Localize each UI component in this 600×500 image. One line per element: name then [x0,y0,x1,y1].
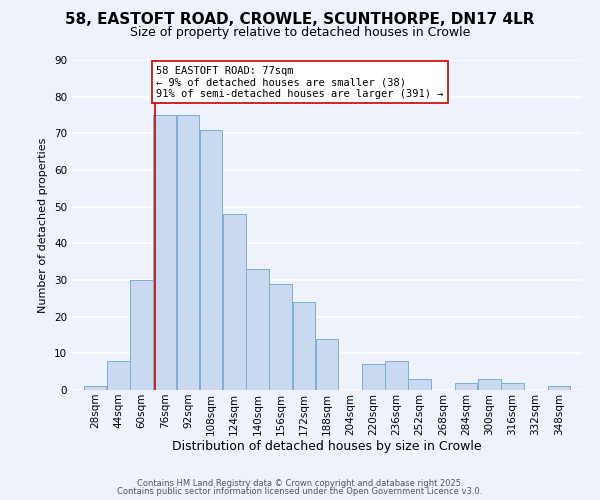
Bar [200,130,223,390]
Bar [316,338,338,390]
Bar [154,115,176,390]
Bar [501,382,524,390]
Bar [409,379,431,390]
Bar [478,379,500,390]
Text: Contains HM Land Registry data © Crown copyright and database right 2025.: Contains HM Land Registry data © Crown c… [137,478,463,488]
Bar [84,386,106,390]
Y-axis label: Number of detached properties: Number of detached properties [38,138,49,312]
Text: 58, EASTOFT ROAD, CROWLE, SCUNTHORPE, DN17 4LR: 58, EASTOFT ROAD, CROWLE, SCUNTHORPE, DN… [65,12,535,28]
Bar [385,360,408,390]
Bar [293,302,315,390]
Text: Contains public sector information licensed under the Open Government Licence v3: Contains public sector information licen… [118,487,482,496]
Bar [455,382,478,390]
X-axis label: Distribution of detached houses by size in Crowle: Distribution of detached houses by size … [172,440,482,454]
Bar [176,115,199,390]
Bar [223,214,245,390]
Text: 58 EASTOFT ROAD: 77sqm
← 9% of detached houses are smaller (38)
91% of semi-deta: 58 EASTOFT ROAD: 77sqm ← 9% of detached … [156,66,443,98]
Bar [362,364,385,390]
Bar [107,360,130,390]
Bar [548,386,570,390]
Text: Size of property relative to detached houses in Crowle: Size of property relative to detached ho… [130,26,470,39]
Bar [246,269,269,390]
Bar [269,284,292,390]
Bar [130,280,153,390]
